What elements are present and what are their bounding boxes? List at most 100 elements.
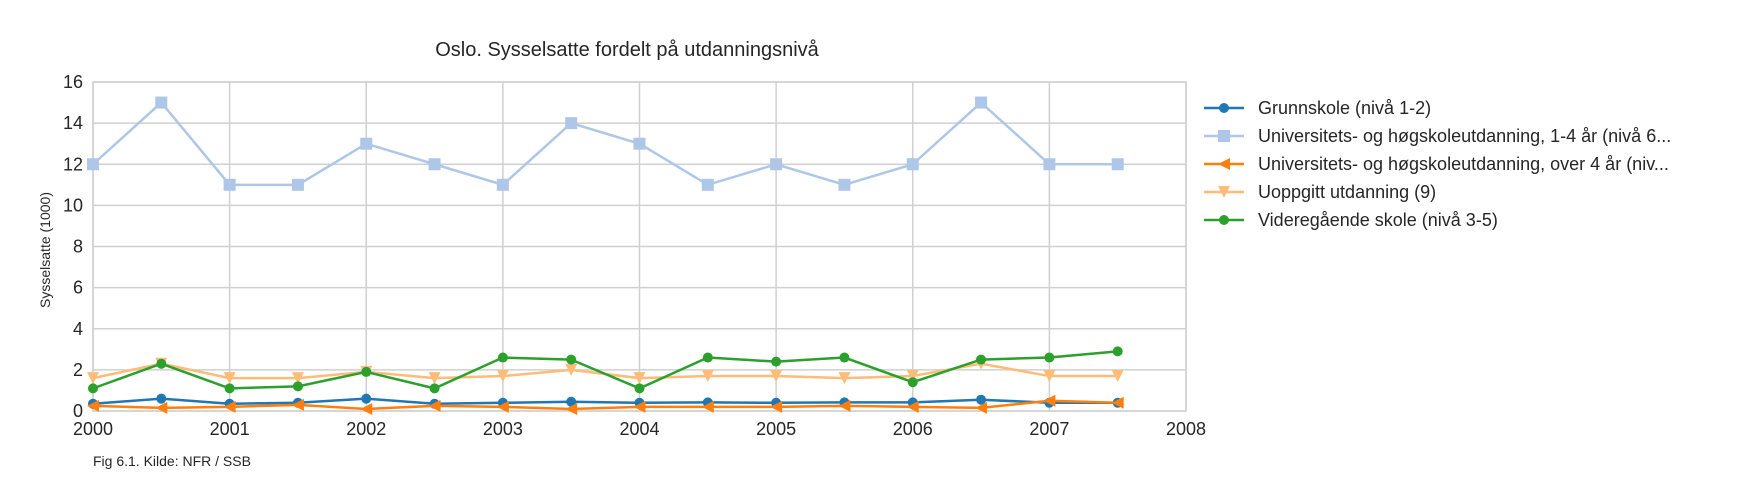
data-point xyxy=(975,96,988,109)
data-point xyxy=(360,402,373,415)
x-tick-label: 2001 xyxy=(210,419,250,439)
data-point xyxy=(906,400,919,413)
series-3 xyxy=(87,394,1124,415)
data-point xyxy=(838,178,851,191)
legend-item: Universitets- og høgskoleutdanning, 1-4 … xyxy=(1204,126,1671,146)
data-point xyxy=(496,400,509,413)
legend: Grunnskole (nivå 1-2) Universitets- og hø… xyxy=(1204,98,1671,230)
x-tick-label: 2005 xyxy=(756,419,796,439)
data-point xyxy=(88,383,98,394)
data-point xyxy=(906,370,919,383)
data-point xyxy=(566,354,577,365)
x-tick-label: 2006 xyxy=(893,419,933,439)
series-line xyxy=(92,399,1118,411)
data-point xyxy=(291,178,304,191)
data-point xyxy=(633,372,646,385)
series-4 xyxy=(87,357,1124,385)
legend-marker xyxy=(1218,186,1230,198)
data-point xyxy=(87,158,99,171)
y-axis-ticks: 0 2 4 6 8 10 12 14 16 xyxy=(63,72,83,421)
legend-item: Videregående skole (nivå 3-5) xyxy=(1204,210,1498,230)
data-point xyxy=(155,96,168,109)
data-point xyxy=(701,370,714,383)
data-point xyxy=(87,399,99,412)
y-tick-label: 6 xyxy=(73,278,83,298)
data-point xyxy=(907,377,918,388)
data-point xyxy=(1111,370,1124,383)
x-tick-label: 2007 xyxy=(1029,419,1069,439)
legend-label: Videregående skole (nivå 3-5) xyxy=(1258,210,1498,230)
data-point xyxy=(360,137,373,150)
series-line xyxy=(92,100,1118,187)
series-group xyxy=(87,96,1124,415)
legend-item: Uoppgitt utdanning (9) xyxy=(1204,182,1436,202)
data-point xyxy=(701,400,714,413)
data-point xyxy=(361,366,372,377)
data-point xyxy=(496,178,509,191)
data-point xyxy=(906,158,919,171)
data-point xyxy=(1111,396,1124,409)
data-point xyxy=(223,400,236,413)
data-point xyxy=(770,158,783,171)
x-tick-label: 2002 xyxy=(346,419,386,439)
data-point xyxy=(223,178,236,191)
data-point xyxy=(291,372,304,385)
y-tick-label: 4 xyxy=(73,319,83,339)
data-point xyxy=(976,354,987,365)
legend-item: Grunnskole (nivå 1-2) xyxy=(1204,98,1431,118)
data-point xyxy=(566,396,577,407)
data-point xyxy=(1112,346,1123,357)
data-point xyxy=(291,398,304,411)
legend-marker xyxy=(1218,158,1230,170)
y-tick-label: 0 xyxy=(73,401,83,421)
y-tick-label: 8 xyxy=(73,237,83,257)
data-point xyxy=(701,178,714,191)
data-point xyxy=(838,372,851,385)
y-tick-label: 12 xyxy=(63,154,83,174)
data-point xyxy=(156,393,167,404)
data-point xyxy=(975,401,988,414)
data-point xyxy=(361,393,372,404)
legend-marker xyxy=(1218,130,1230,142)
x-tick-label: 2000 xyxy=(73,419,113,439)
data-point xyxy=(565,117,578,130)
data-point xyxy=(634,383,645,394)
data-point xyxy=(156,358,167,369)
data-point xyxy=(633,137,646,150)
series-line xyxy=(92,397,1118,406)
y-tick-label: 10 xyxy=(63,195,83,215)
legend-marker xyxy=(1219,103,1229,113)
data-point xyxy=(1043,370,1056,383)
data-point xyxy=(428,399,441,412)
y-tick-label: 2 xyxy=(73,360,83,380)
series-2 xyxy=(87,96,1124,191)
legend-marker xyxy=(1219,215,1229,225)
chart-title: Oslo. Sysselsatte fordelt på utdanningsn… xyxy=(435,39,819,61)
y-axis-label: Sysselsatte (1000) xyxy=(37,192,53,308)
legend-label: Grunnskole (nivå 1-2) xyxy=(1258,98,1431,118)
data-point xyxy=(565,402,578,415)
figure-caption: Fig 6.1. Kilde: NFR / SSB xyxy=(93,453,251,469)
plot-area-frame xyxy=(92,81,1187,412)
data-point xyxy=(839,352,850,363)
data-point xyxy=(770,370,783,383)
data-point xyxy=(1044,352,1055,363)
data-point xyxy=(497,352,508,363)
x-axis-ticks: 2000 2001 2002 2003 2004 2005 2006 2007 2008 xyxy=(73,419,1206,439)
y-tick-label: 16 xyxy=(63,72,83,92)
data-point xyxy=(1111,158,1124,171)
y-tick-label: 14 xyxy=(63,113,83,133)
data-point xyxy=(770,400,783,413)
data-point xyxy=(223,372,236,385)
gridlines xyxy=(92,81,1187,412)
x-tick-label: 2003 xyxy=(483,419,523,439)
data-point xyxy=(976,394,987,405)
data-point xyxy=(292,381,303,392)
series-5 xyxy=(88,346,1123,394)
data-point xyxy=(771,356,782,367)
data-point xyxy=(1043,394,1056,407)
data-point xyxy=(633,400,646,413)
legend-item: Universitets- og høgskoleutdanning, over… xyxy=(1204,154,1669,174)
